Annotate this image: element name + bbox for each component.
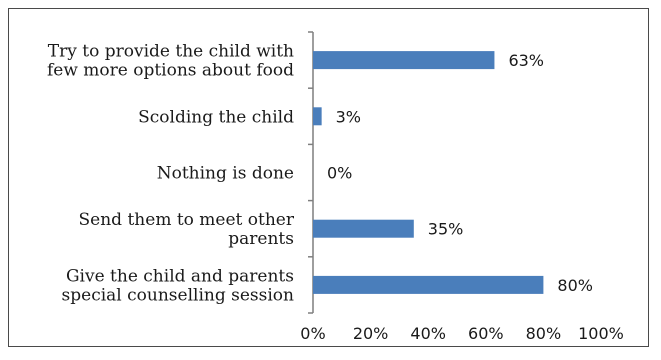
data-label: 80%	[557, 276, 593, 295]
x-tick-label: 0%	[300, 324, 325, 343]
data-label: 0%	[327, 164, 352, 183]
category-label-line: parents	[228, 229, 294, 249]
category-label: Try to provide the child with few more op…	[47, 42, 294, 81]
bar	[313, 107, 322, 125]
data-label: 35%	[428, 220, 464, 239]
axis-layer	[308, 32, 313, 313]
category-label-line: Give the child and parents	[66, 266, 294, 286]
category-label-line: special counselling session	[62, 285, 294, 305]
data-label: 3%	[336, 107, 361, 126]
category-label-line: Scolding the child	[138, 107, 294, 127]
category-label: Give the child and parents special counse…	[62, 266, 294, 305]
x-tick-label: 100%	[578, 324, 624, 343]
data-label: 63%	[508, 51, 544, 70]
x-tick-label: 20%	[353, 324, 389, 343]
bar	[313, 220, 414, 238]
x-tick-label: 80%	[526, 324, 562, 343]
x-tick-label: 60%	[468, 324, 504, 343]
category-label: Nothing is done	[157, 164, 294, 184]
bar	[313, 276, 543, 294]
bar	[313, 51, 494, 69]
category-label-line: Send them to meet other	[79, 210, 295, 230]
category-label: Scolding the child	[138, 107, 294, 127]
category-label: Send them to meet other parents	[79, 210, 295, 249]
x-tick-label: 40%	[410, 324, 446, 343]
category-label-line: Nothing is done	[157, 164, 294, 184]
category-label-line: few more options about food	[47, 61, 294, 81]
labels-layer: 0% 20% 40% 60% 80% 100% 63% Try to provide the …	[47, 42, 624, 343]
category-label-line: Try to provide the child with	[48, 42, 294, 62]
